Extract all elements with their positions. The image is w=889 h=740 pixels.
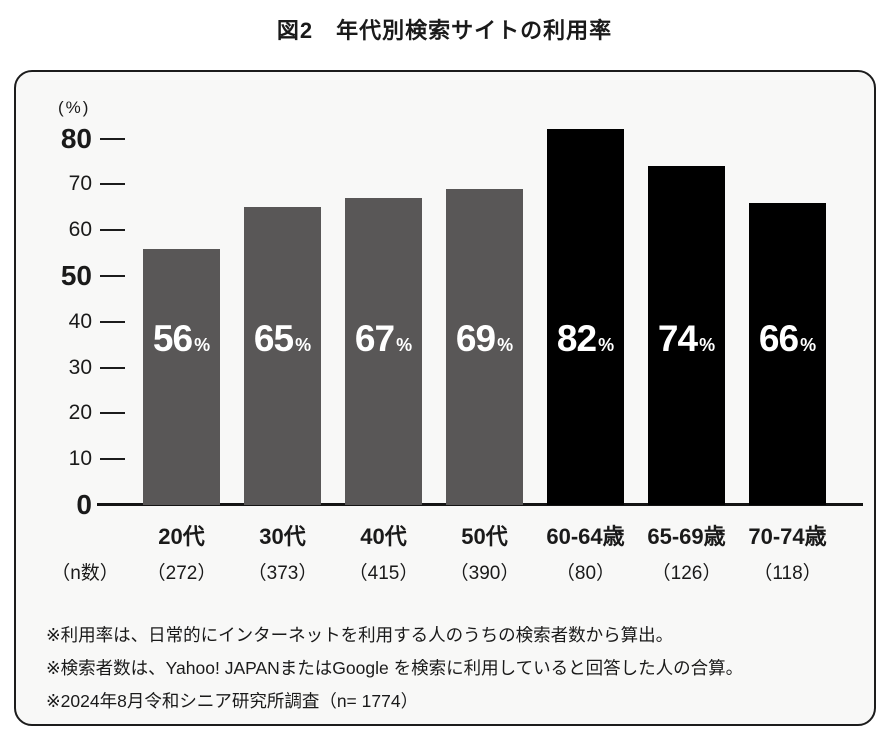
bar-value-label: 69% — [446, 318, 523, 360]
y-axis-tick-label: 50 — [60, 260, 92, 291]
n-count-value: （272） — [146, 563, 217, 584]
bar-value-number: 65 — [253, 318, 294, 359]
x-axis-category-label: 20代 — [158, 524, 205, 549]
n-count-value: （118） — [753, 563, 822, 584]
bar — [143, 248, 220, 505]
bar — [446, 188, 523, 505]
y-axis-tick-mark — [100, 320, 125, 323]
bar-value-percent-sign: % — [598, 335, 615, 355]
bar-value-label: 82% — [547, 318, 624, 360]
n-count-value: （390） — [449, 563, 520, 584]
n-count-value: （80） — [555, 563, 616, 584]
bar-chart: 0 10 20 30 40 50 60 70 80 56% 20代 （272） 65% 30代 （373） 6… — [16, 72, 874, 724]
y-axis-tick-mark — [100, 412, 125, 415]
footnote-usage-rate: ※利用率は、日常的にインターネットを利用する人のうちの検索者数から算出。 — [46, 625, 674, 645]
bar-value-label: 66% — [749, 318, 826, 360]
bar — [749, 202, 826, 505]
x-axis-category-label: 65-69歳 — [647, 524, 726, 549]
bar — [648, 166, 725, 505]
x-axis-category-label: 60-64歳 — [546, 524, 625, 549]
bar-value-label: 65% — [244, 318, 321, 360]
y-axis-tick-label: 40 — [68, 309, 92, 333]
chart-panel: (%) 0 10 20 30 40 50 60 70 80 56% 20代 （272） 65% 30代 （3… — [14, 70, 876, 726]
bar-value-number: 69 — [455, 318, 496, 359]
bar-value-number: 82 — [556, 318, 597, 359]
y-axis-tick-label: 70 — [68, 172, 92, 196]
bar-value-label: 56% — [143, 318, 220, 360]
x-axis-category-label: 40代 — [360, 524, 407, 549]
y-axis-tick-label: 10 — [68, 447, 92, 471]
bar-value-percent-sign: % — [295, 335, 312, 355]
footnote-searcher-count: ※検索者数は、Yahoo! JAPANまたはGoogle を検索に利用していると… — [46, 658, 744, 678]
bar-value-number: 67 — [354, 318, 395, 359]
y-axis-tick-label: 60 — [68, 218, 92, 242]
y-axis-tick-mark — [100, 229, 125, 232]
bar-value-percent-sign: % — [194, 335, 211, 355]
y-axis-tick-label: 30 — [68, 355, 92, 379]
n-count-row-label: （n数） — [51, 563, 119, 584]
bar — [345, 198, 422, 505]
bar — [244, 207, 321, 505]
x-axis-category-label: 70-74歳 — [748, 524, 827, 549]
y-axis-unit-label: (%) — [58, 98, 91, 117]
y-axis-tick-mark — [100, 137, 125, 140]
footnote-survey-source: ※2024年8月令和シニア研究所調査（n= 1774） — [46, 691, 419, 711]
y-axis-tick-mark — [100, 366, 125, 369]
bar-value-percent-sign: % — [699, 335, 716, 355]
bar-value-percent-sign: % — [497, 335, 514, 355]
n-count-value: （415） — [348, 563, 419, 584]
bar-value-percent-sign: % — [396, 335, 413, 355]
footnotes: ※利用率は、日常的にインターネットを利用する人のうちの検索者数から算出。 ※検索… — [46, 619, 743, 718]
bar — [547, 129, 624, 505]
bar-value-label: 67% — [345, 318, 422, 360]
n-count-value: （373） — [247, 563, 318, 584]
y-axis-tick-label: 20 — [68, 401, 92, 425]
x-axis-category-label: 30代 — [259, 524, 306, 549]
y-axis-tick-mark — [100, 183, 125, 186]
y-axis-tick-label: 0 — [76, 489, 92, 520]
figure-title: 図2 年代別検索サイトの利用率 — [276, 18, 613, 43]
x-axis-category-label: 50代 — [461, 524, 508, 549]
bar-value-number: 66 — [758, 318, 799, 359]
n-count-value: （126） — [651, 563, 722, 584]
y-axis-tick-mark — [100, 458, 125, 461]
bar-value-label: 74% — [648, 318, 725, 360]
y-axis-tick-label: 80 — [60, 122, 92, 154]
bar-value-number: 74 — [657, 318, 698, 359]
bar-value-number: 56 — [152, 318, 193, 359]
bar-value-percent-sign: % — [800, 335, 817, 355]
y-axis-tick-mark — [100, 275, 125, 277]
